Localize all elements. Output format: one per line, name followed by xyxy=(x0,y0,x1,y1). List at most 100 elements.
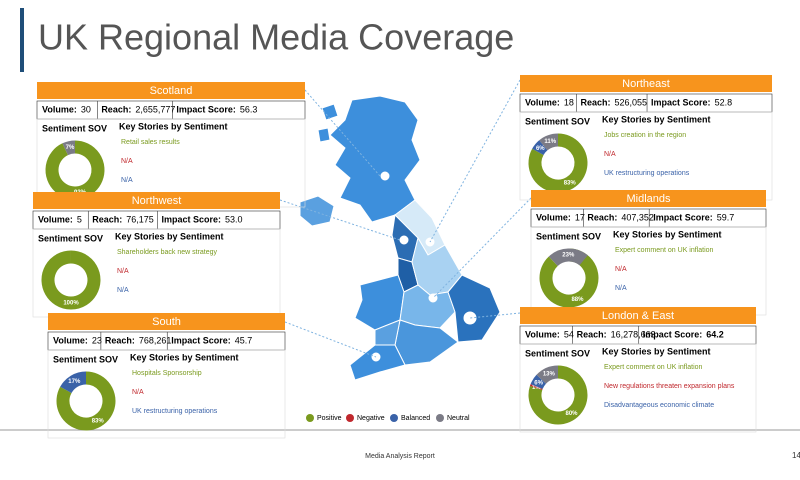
footer: Media Analysis Report xyxy=(365,453,435,460)
smiley xyxy=(547,152,569,174)
sov-heading: Sentiment SOV xyxy=(525,116,590,126)
legend-swatch xyxy=(346,414,354,422)
panel-header xyxy=(33,192,280,209)
region-name: South xyxy=(152,316,181,328)
story: Jobs creation in the region xyxy=(604,132,686,139)
smiley xyxy=(75,390,97,412)
stories-heading: Key Stories by Sentiment xyxy=(130,352,239,362)
sov-label: 23% xyxy=(562,253,575,259)
story: UK restructuring operations xyxy=(132,408,218,415)
sov-heading: Sentiment SOV xyxy=(525,348,590,358)
metric-value: 30 xyxy=(81,104,91,114)
sov-label: 13% xyxy=(543,371,556,377)
panel-body xyxy=(47,349,286,439)
legend-swatch xyxy=(390,414,398,422)
smiley-eye xyxy=(73,275,76,279)
sov-segment xyxy=(60,371,87,394)
sov-label: 17% xyxy=(68,379,81,385)
metric-value: 45.7 xyxy=(235,335,253,345)
metric-value: 56.3 xyxy=(240,104,258,114)
legend-label: Positive xyxy=(317,415,342,422)
metric-value: 768,261 xyxy=(139,335,172,345)
sov-label: 11% xyxy=(544,139,556,145)
smiley-mouth xyxy=(552,164,564,169)
story: Expert comment on UK inflation xyxy=(604,364,703,371)
metric-value: 64.2 xyxy=(706,329,724,339)
panel-header xyxy=(520,307,756,324)
metric-label: Reach: xyxy=(580,97,610,107)
metric-label: Reach: xyxy=(587,212,617,222)
legend-label: Balanced xyxy=(401,415,430,422)
panel-header xyxy=(48,313,285,330)
metric-value: 76,175 xyxy=(126,214,154,224)
sov-segment xyxy=(536,365,559,385)
metric-label: Impact Score: xyxy=(161,214,221,224)
sov-heading: Sentiment SOV xyxy=(536,231,601,241)
metric-label: Reach: xyxy=(577,329,607,339)
smiley xyxy=(60,269,82,291)
smiley-eye xyxy=(560,158,563,162)
metric-value: 526,055 xyxy=(614,97,647,107)
story: UK restructuring operations xyxy=(604,170,690,177)
story: N/A xyxy=(132,389,144,396)
metric-label: Volume: xyxy=(536,212,571,222)
metric-label: Volume: xyxy=(38,214,73,224)
story: Shareholders back new strategy xyxy=(117,249,217,256)
smiley-eye xyxy=(553,158,556,162)
title-bar xyxy=(20,8,24,72)
metric-value: 407,352 xyxy=(621,212,654,222)
sov-label: 1% xyxy=(532,385,541,391)
metric-label: Reach: xyxy=(101,104,131,114)
metric-label: Impact Score: xyxy=(651,97,711,107)
sov-segment xyxy=(539,133,559,151)
smiley-mouth xyxy=(65,281,77,286)
smiley-eye xyxy=(70,165,73,169)
sov-segment xyxy=(56,371,116,431)
story: N/A xyxy=(615,285,627,292)
region-name: Northwest xyxy=(132,195,182,207)
metric-label: Impact Score: xyxy=(643,329,703,339)
metric-value: 59.7 xyxy=(717,212,735,222)
stories-heading: Key Stories by Sentiment xyxy=(613,229,722,239)
sov-label: 83% xyxy=(564,180,577,186)
legend-swatch xyxy=(306,414,314,422)
sov-segment xyxy=(528,133,588,193)
story: New regulations threaten expansion plans xyxy=(604,383,735,390)
metric-label: Volume: xyxy=(525,329,560,339)
sov-label: 7% xyxy=(66,145,75,151)
sov-segment xyxy=(539,248,599,308)
region-name: Northeast xyxy=(622,78,670,90)
page-number: 14 xyxy=(792,451,800,460)
smiley-eye xyxy=(564,273,567,277)
metric-label: Impact Score: xyxy=(171,335,231,345)
story: N/A xyxy=(615,266,627,273)
metric-value: 5 xyxy=(77,214,82,224)
metric-label: Reach: xyxy=(105,335,135,345)
panel-header xyxy=(520,75,772,92)
story: N/A xyxy=(604,151,616,158)
panel-body xyxy=(519,343,757,433)
story: Hospitals Sponsorship xyxy=(132,370,202,377)
stories-heading: Key Stories by Sentiment xyxy=(119,121,228,131)
stories-heading: Key Stories by Sentiment xyxy=(602,114,711,124)
legend-swatch xyxy=(436,414,444,422)
metric-value: 2,655,777 xyxy=(135,104,175,114)
map xyxy=(299,95,501,381)
metric-value: 53.0 xyxy=(225,214,243,224)
smiley-eye xyxy=(88,396,91,400)
story: N/A xyxy=(117,287,129,294)
sov-segment xyxy=(528,365,588,425)
legend-label: Negative xyxy=(357,415,385,422)
sov-segment xyxy=(530,374,547,390)
metric-label: Volume: xyxy=(42,104,77,114)
sov-label: 6% xyxy=(536,146,545,152)
story: N/A xyxy=(117,268,129,275)
smiley-eye xyxy=(571,273,574,277)
story: Disadvantageous economic climate xyxy=(604,402,714,409)
smiley-mouth xyxy=(80,402,92,407)
sov-label: 83% xyxy=(92,418,105,424)
smiley xyxy=(547,384,569,406)
smiley-eye xyxy=(81,396,84,400)
stories-heading: Key Stories by Sentiment xyxy=(115,231,224,241)
